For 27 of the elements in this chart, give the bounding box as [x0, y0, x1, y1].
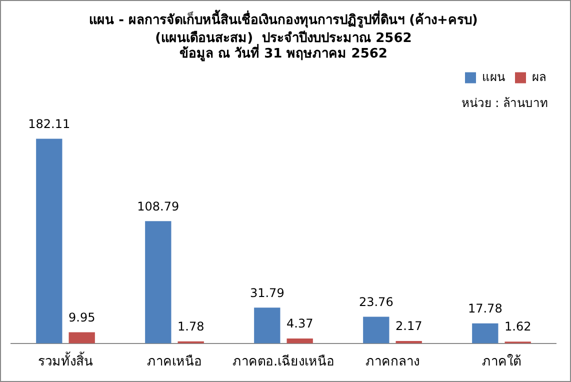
data-label: 1.62 [504, 320, 532, 334]
bar [254, 308, 280, 344]
data-label: 108.79 [137, 199, 180, 214]
text: หน่วย : ล้านบาท [461, 96, 548, 110]
data-label: 23.76 [358, 294, 394, 309]
data-label: 2.17 [395, 319, 422, 334]
data-label: 9.95 [68, 310, 96, 324]
x-tick-label: ภาคกลาง [366, 354, 420, 370]
bar [472, 323, 498, 344]
x-tick-label: ภาคใต้ [482, 354, 521, 370]
data-label: 31.79 [250, 286, 284, 300]
data-label: 17.78 [468, 302, 502, 316]
bar [68, 332, 95, 344]
bar [36, 138, 62, 344]
data-label: 4.37 [286, 316, 314, 331]
bar [286, 338, 313, 344]
x-tick-label: รวมทั้งสิ้น [38, 352, 93, 370]
legend-label: แผน [482, 70, 505, 84]
x-tick-label: ภาคตอ.เฉียงเหนือ [232, 354, 335, 370]
x-tick-label: ภาคเหนือ [147, 354, 202, 370]
data-label: 182.11 [28, 116, 70, 131]
legend-label: ผล [532, 70, 546, 84]
chart-title: แผน - ผลการจัดเก็บหนี้สินเชื่อเงินกองทุนการปฏิรูปที่ดินฯ (ค้าง+ครบ) [89, 9, 478, 28]
bar [145, 221, 172, 344]
chart-subtitle: (แผนเดือนสะสม) ประจำปีงบประมาณ 2562 ข้อมูล ณ วันที่ 31 พฤษภาคม 2562 [155, 30, 412, 62]
bar [363, 316, 390, 344]
data-label: 1.78 [177, 320, 204, 334]
